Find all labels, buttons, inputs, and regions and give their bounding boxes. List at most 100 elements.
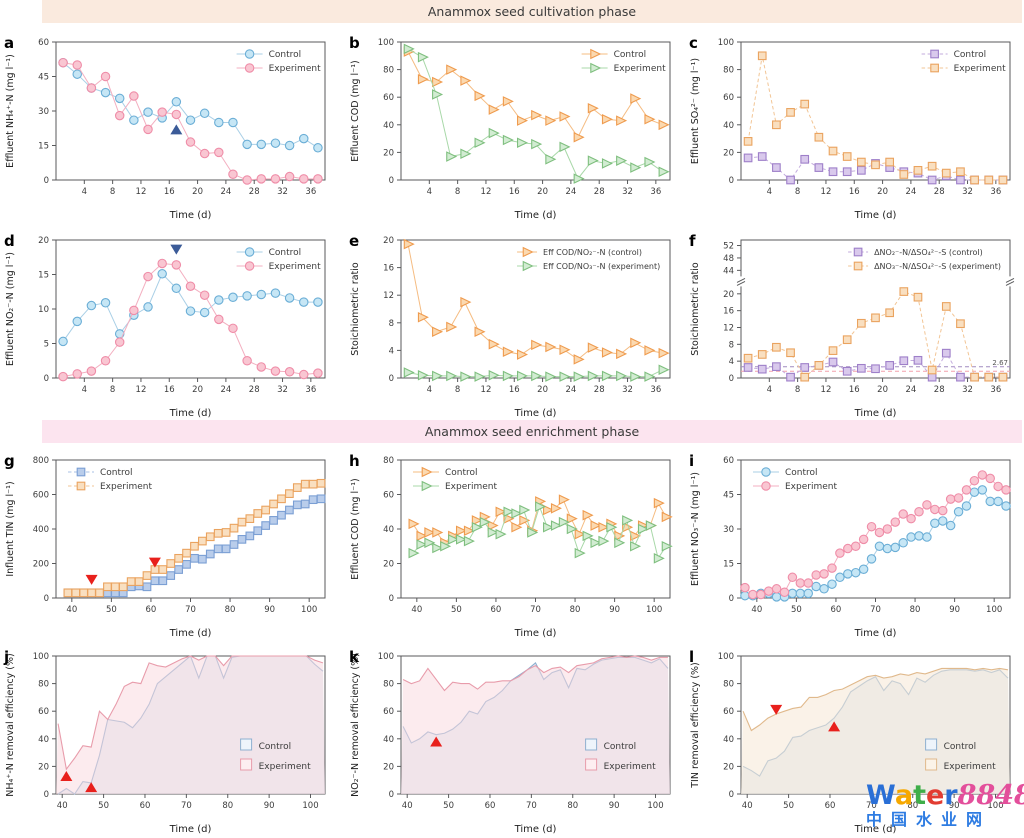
svg-text:Eff COD/NO₂⁻-N (control): Eff COD/NO₂⁻-N (control) [543, 248, 642, 257]
svg-text:0: 0 [389, 594, 394, 604]
svg-text:4: 4 [767, 187, 772, 197]
svg-text:40: 40 [742, 801, 753, 811]
svg-text:0: 0 [389, 790, 394, 800]
svg-text:Effluent SO₄²⁻ (mg l⁻¹): Effluent SO₄²⁻ (mg l⁻¹) [690, 58, 701, 164]
svg-text:8: 8 [729, 340, 734, 350]
svg-text:0: 0 [729, 176, 734, 186]
chart-svg-k: 40 50 60 70 80 90 100 0 20 40 60 80 100 Control Experi… [349, 648, 671, 835]
svg-text:Control: Control [100, 468, 133, 478]
panel-g: 40 50 60 70 80 90 100 0 200 400 600 800 Control Exper… [2, 450, 337, 640]
svg-text:24: 24 [905, 385, 916, 395]
svg-text:45: 45 [38, 73, 49, 83]
panel-c: 4 8 12 16 20 24 28 32 36 0 20 40 60 80 100 Control Exper… [687, 32, 1022, 222]
svg-text:16: 16 [509, 385, 520, 395]
svg-text:70: 70 [185, 605, 196, 615]
svg-text:90: 90 [949, 801, 960, 811]
chart-svg-g: 40 50 60 70 80 90 100 0 200 400 600 800 Control Exper… [4, 452, 326, 639]
svg-text:j: j [3, 648, 9, 666]
svg-text:30: 30 [38, 107, 49, 117]
svg-text:16: 16 [509, 187, 520, 197]
svg-text:60: 60 [383, 491, 394, 501]
svg-text:Influent TIN (mg l⁻¹): Influent TIN (mg l⁻¹) [5, 481, 16, 576]
svg-text:80: 80 [222, 801, 233, 811]
svg-text:0: 0 [389, 374, 394, 384]
svg-text:28: 28 [934, 385, 945, 395]
svg-text:80: 80 [383, 680, 394, 690]
svg-text:Control: Control [614, 50, 647, 60]
svg-text:Effluent COD (mg l⁻¹): Effluent COD (mg l⁻¹) [350, 60, 361, 161]
svg-text:28: 28 [249, 385, 260, 395]
svg-text:Experiment: Experiment [944, 762, 996, 772]
panel-e: 4 8 12 16 20 24 28 32 36 0 4 8 12 16 20 Eff COD/NO₂⁻-N … [347, 230, 682, 420]
svg-text:Control: Control [954, 50, 987, 60]
svg-text:20: 20 [38, 236, 49, 246]
svg-text:48: 48 [723, 254, 734, 264]
svg-text:60: 60 [723, 93, 734, 103]
svg-text:8: 8 [110, 187, 115, 197]
svg-text:4: 4 [389, 346, 394, 356]
svg-text:40: 40 [411, 605, 422, 615]
svg-text:Experiment: Experiment [445, 482, 497, 492]
svg-text:20: 20 [38, 762, 49, 772]
svg-text:12: 12 [821, 385, 832, 395]
svg-text:12: 12 [481, 187, 492, 197]
svg-text:Experiment: Experiment [269, 64, 321, 74]
svg-text:40: 40 [57, 801, 68, 811]
watermark-word: Water8848.com [866, 780, 1024, 811]
svg-text:15: 15 [723, 560, 734, 570]
svg-text:ΔNO₂⁻-N/ΔSO₄²⁻-S (control): ΔNO₂⁻-N/ΔSO₄²⁻-S (control) [874, 248, 983, 257]
svg-text:36: 36 [305, 187, 316, 197]
svg-text:80: 80 [723, 66, 734, 76]
svg-text:100: 100 [986, 605, 1002, 615]
panel-a: 4 8 12 16 20 24 28 32 36 0 15 30 45 60 Control Experime… [2, 32, 337, 222]
svg-text:Experiment: Experiment [100, 482, 152, 492]
svg-text:8: 8 [389, 319, 394, 329]
svg-text:80: 80 [570, 605, 581, 615]
svg-text:90: 90 [609, 801, 620, 811]
svg-text:12: 12 [481, 385, 492, 395]
svg-text:4: 4 [82, 187, 87, 197]
svg-text:32: 32 [962, 385, 973, 395]
svg-text:8: 8 [455, 385, 460, 395]
svg-text:Experiment: Experiment [259, 762, 311, 772]
svg-text:Control: Control [269, 248, 302, 258]
svg-text:Eff COD/NO₃⁻-N (experiment): Eff COD/NO₃⁻-N (experiment) [543, 262, 660, 271]
svg-text:8: 8 [795, 187, 800, 197]
svg-text:90: 90 [609, 605, 620, 615]
svg-text:Effluent NO₃⁻-N (mg l⁻¹): Effluent NO₃⁻-N (mg l⁻¹) [690, 472, 701, 586]
svg-text:50: 50 [451, 605, 462, 615]
svg-text:60: 60 [485, 801, 496, 811]
svg-text:60: 60 [383, 707, 394, 717]
svg-text:20: 20 [383, 762, 394, 772]
svg-text:60: 60 [825, 801, 836, 811]
svg-text:10: 10 [38, 305, 49, 315]
svg-text:50: 50 [443, 801, 454, 811]
svg-text:Experiment: Experiment [269, 262, 321, 272]
svg-text:70: 70 [530, 605, 541, 615]
svg-text:80: 80 [907, 801, 918, 811]
svg-text:50: 50 [98, 801, 109, 811]
svg-text:2.67: 2.67 [992, 359, 1008, 367]
svg-text:40: 40 [38, 735, 49, 745]
svg-text:0: 0 [44, 374, 49, 384]
svg-text:d: d [4, 232, 15, 250]
svg-text:Experiment: Experiment [785, 482, 837, 492]
svg-text:100: 100 [378, 38, 394, 48]
svg-text:Effluent COD (mg l⁻¹): Effluent COD (mg l⁻¹) [350, 478, 361, 579]
svg-text:90: 90 [264, 605, 275, 615]
svg-text:100: 100 [33, 652, 49, 662]
panel-i: 40 50 60 70 80 90 100 0 15 30 45 60 Control Experimen… [687, 450, 1022, 640]
svg-text:Experiment: Experiment [614, 64, 666, 74]
chart-svg-j: 40 50 60 70 80 90 100 0 20 40 60 80 100 Control Experi… [3, 648, 326, 835]
svg-text:50: 50 [791, 605, 802, 615]
svg-text:12: 12 [136, 187, 147, 197]
svg-text:8: 8 [110, 385, 115, 395]
svg-text:Control: Control [604, 742, 637, 752]
svg-text:36: 36 [650, 385, 661, 395]
banner-cultivation-phase: Anammox seed cultivation phase [42, 0, 1022, 23]
svg-text:Time (d): Time (d) [514, 408, 557, 419]
svg-text:0: 0 [729, 790, 734, 800]
svg-text:TIN removal efficiency (%): TIN removal efficiency (%) [690, 662, 701, 789]
svg-text:32: 32 [622, 187, 633, 197]
panel-l: 40 50 60 70 80 90 100 0 20 40 60 80 100 Control Experi… [687, 646, 1022, 836]
